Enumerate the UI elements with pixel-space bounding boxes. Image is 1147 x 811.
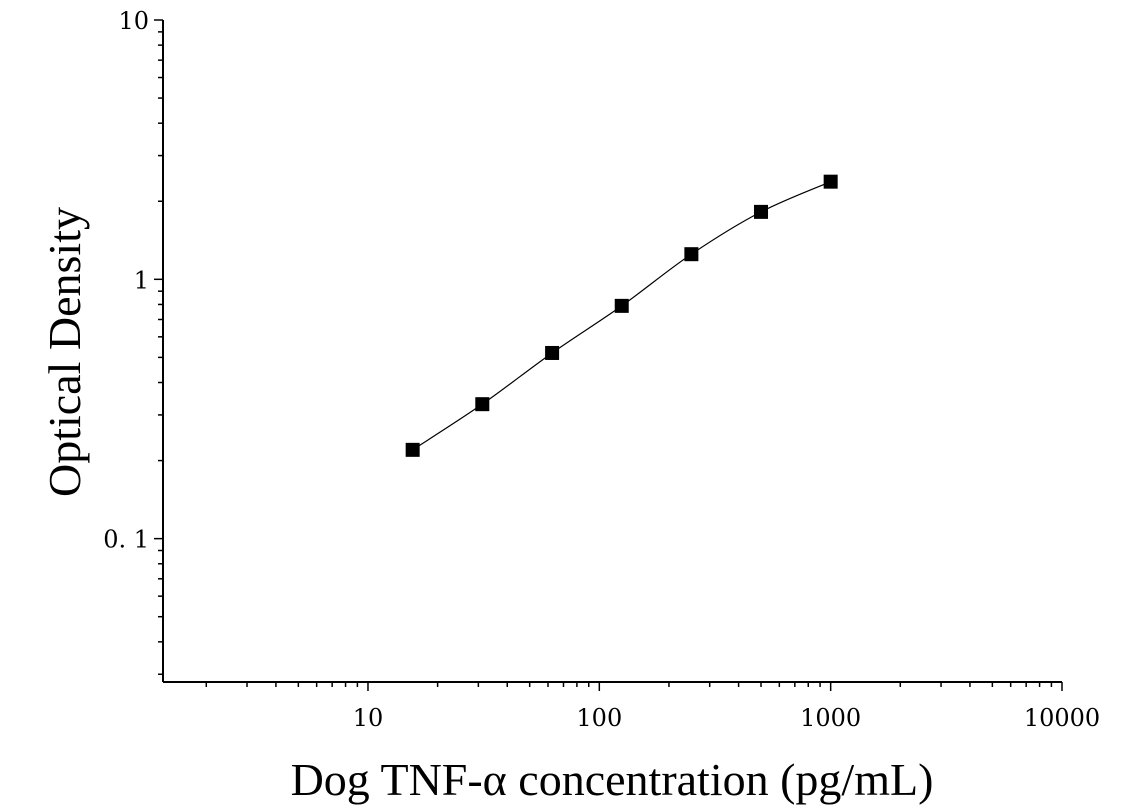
data-point [754, 204, 769, 219]
ticks [154, 19, 1063, 691]
x-tick-label: 10000 [1024, 704, 1100, 732]
x-tick-label: 100 [576, 704, 622, 732]
tick-labels: 10 100 1000 10000 0. 1 1 10 [103, 7, 1100, 732]
x-tick-label: 10 [353, 704, 384, 732]
axes [162, 20, 1062, 683]
x-tick-label: 1000 [800, 704, 861, 732]
y-tick-label: 0. 1 [103, 526, 149, 554]
data-point [684, 247, 699, 262]
x-axis-title: Dog TNF-α concentration (pg/mL) [291, 754, 934, 805]
y-tick-label: 1 [134, 266, 149, 294]
data-markers [405, 174, 838, 457]
data-point [405, 442, 420, 457]
data-point [823, 174, 838, 189]
data-point [614, 298, 629, 313]
y-tick-label: 10 [118, 7, 149, 35]
y-axis-title: Optical Density [39, 207, 90, 497]
data-point [545, 345, 560, 360]
data-point [475, 397, 490, 412]
